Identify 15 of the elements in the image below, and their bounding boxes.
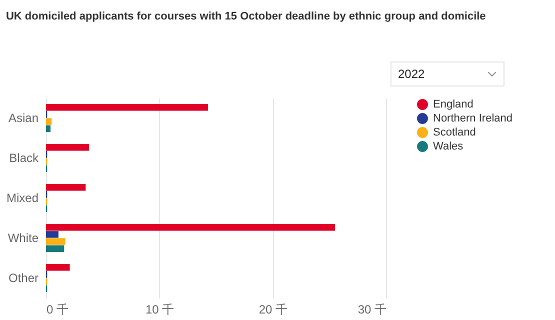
y-tick-label: Other [8, 271, 38, 285]
x-tick-label: 0 千 [46, 302, 69, 316]
legend-label: Scotland [433, 126, 476, 138]
x-tick-label: 20 千 [258, 302, 288, 316]
y-tick-label: Mixed [6, 191, 38, 205]
y-tick-label: Black [9, 151, 40, 165]
x-tick-label: 10 千 [145, 302, 174, 316]
y-tick-label: White [8, 231, 39, 245]
legend-label: England [433, 98, 474, 110]
legend-label: Northern Ireland [433, 112, 512, 124]
chart-title: UK domiciled applicants for courses with 15 October deadline by ethnic group and domicile [6, 10, 486, 22]
x-tick-label: 30 千 [358, 302, 386, 316]
legend-label: Wales [433, 140, 464, 152]
text: 2022 [398, 67, 426, 81]
y-tick-label: Asian [8, 111, 38, 125]
